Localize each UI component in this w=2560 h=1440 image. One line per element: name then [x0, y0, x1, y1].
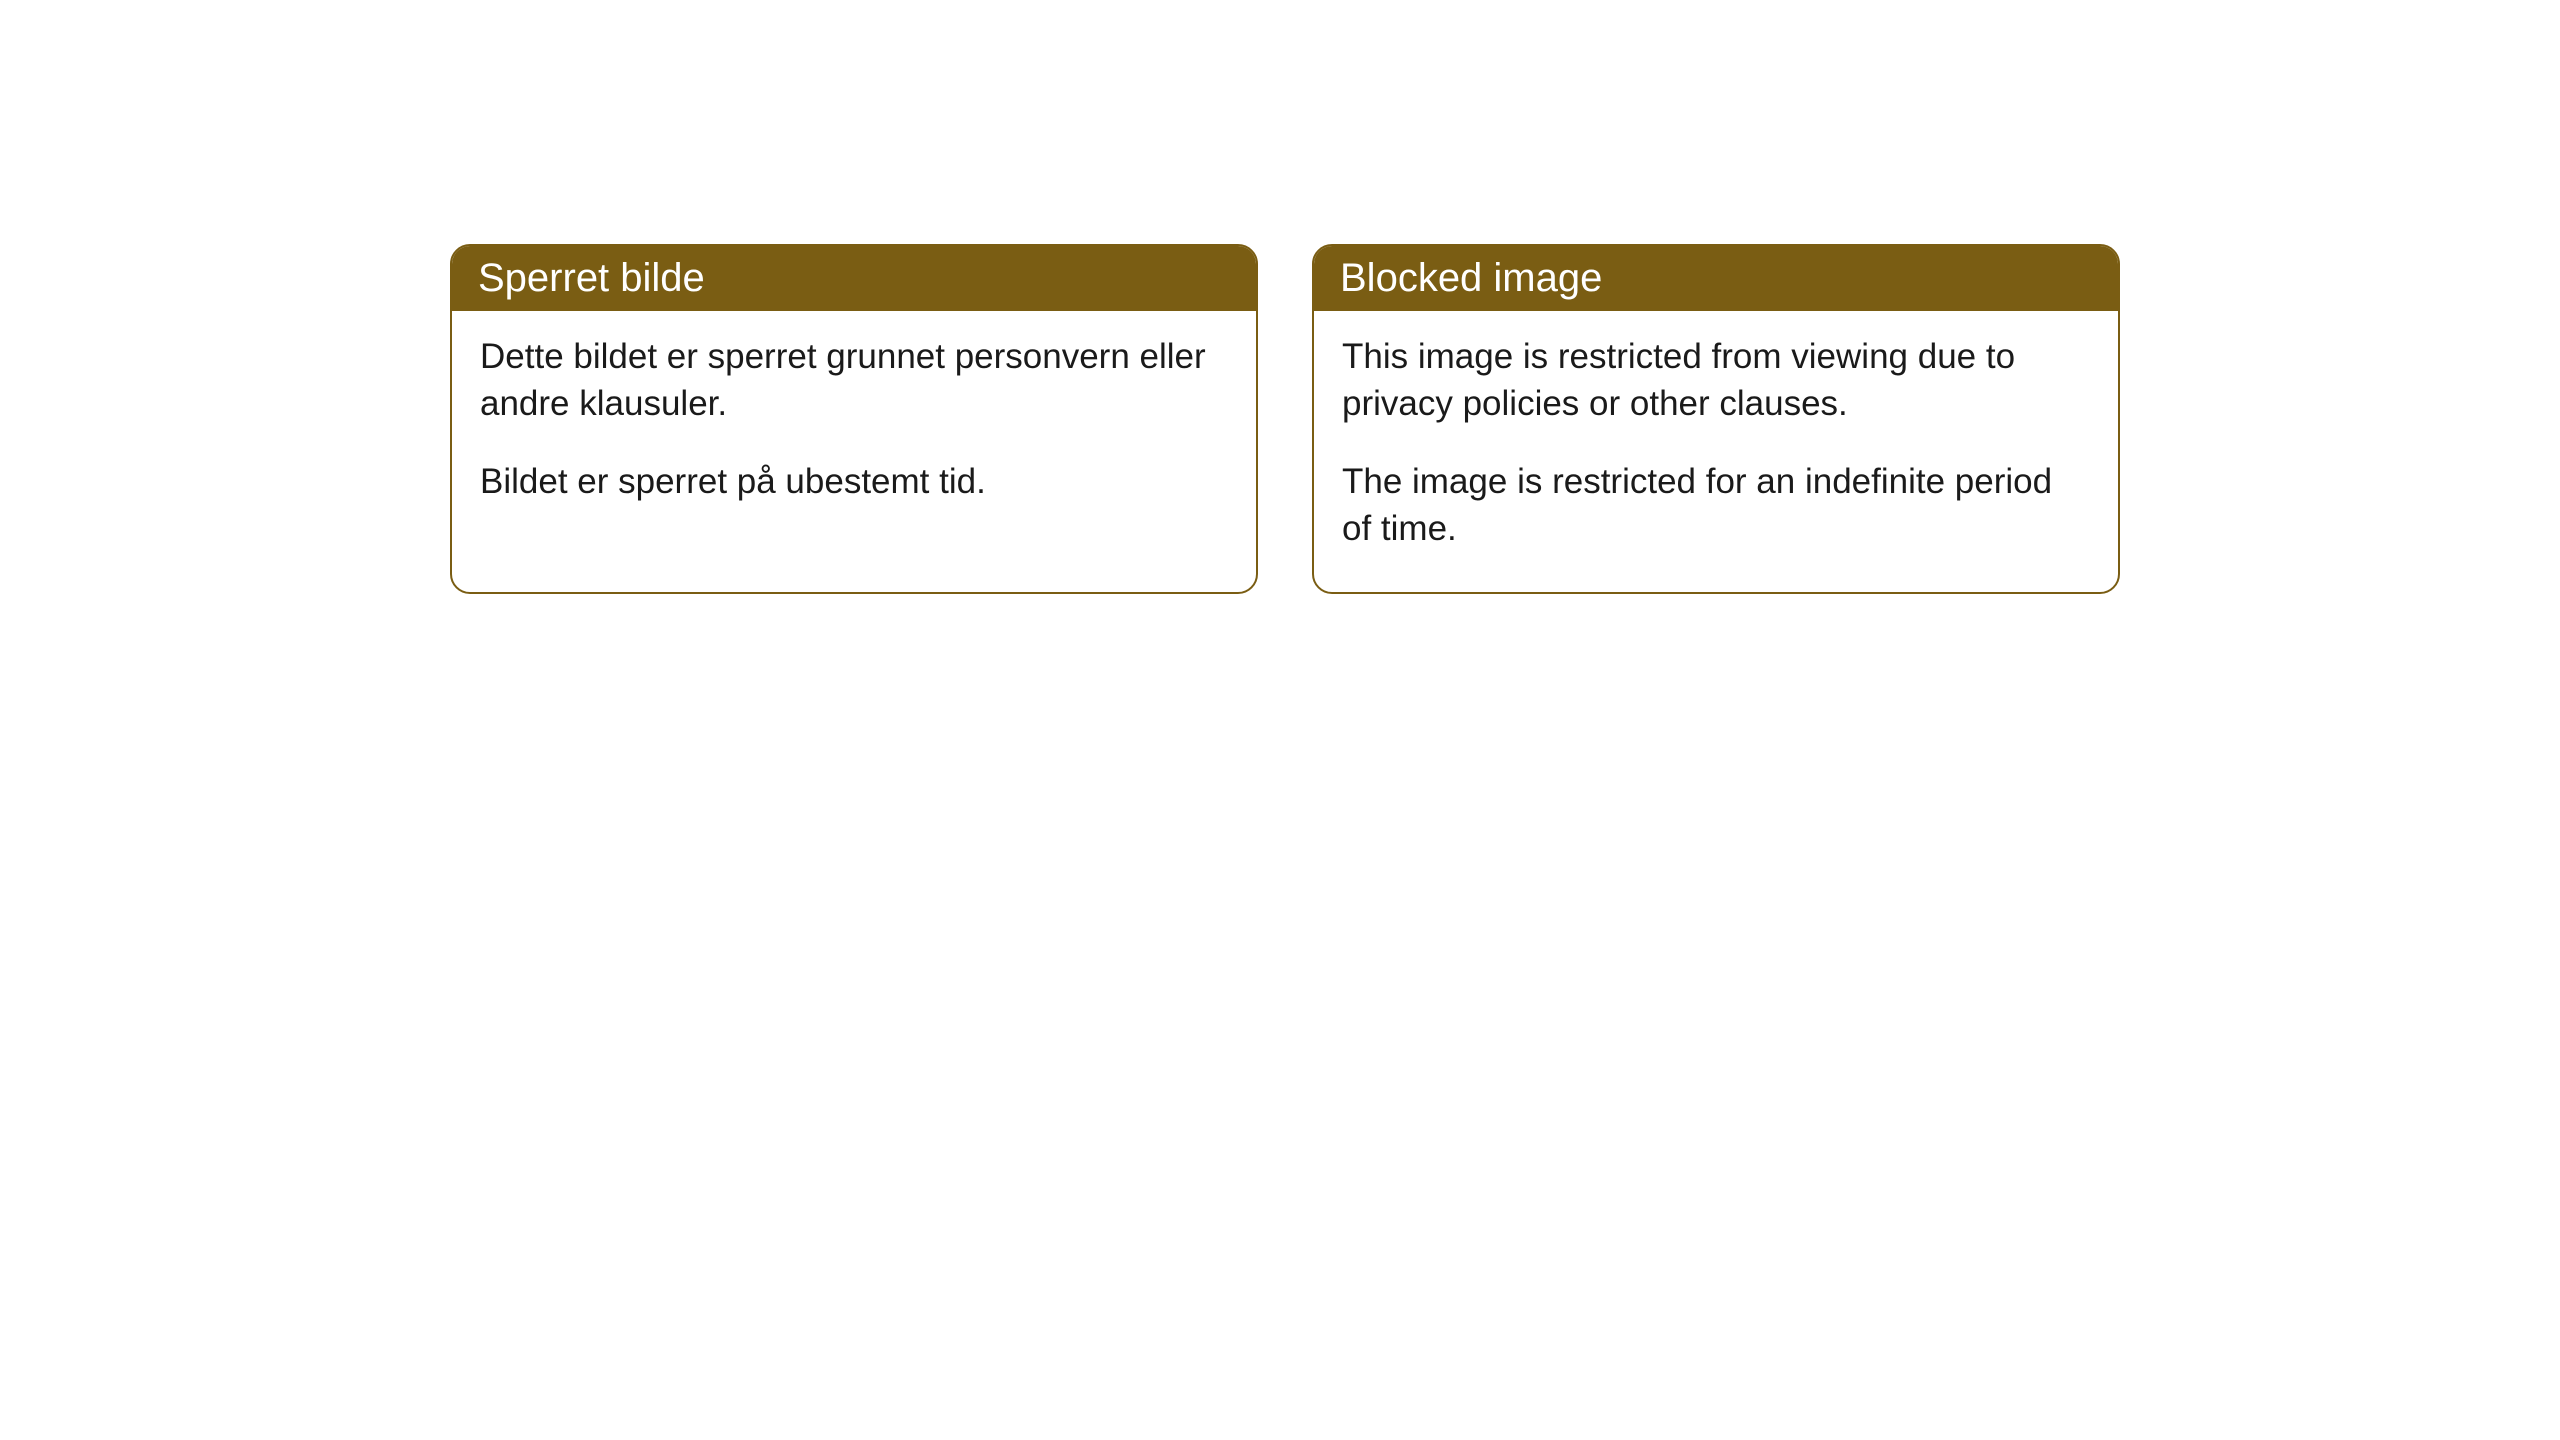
blocked-image-card-english: Blocked image This image is restricted f…	[1312, 244, 2120, 594]
card-paragraph-2-english: The image is restricted for an indefinit…	[1342, 458, 2090, 553]
card-body-english: This image is restricted from viewing du…	[1314, 311, 2118, 592]
card-title-norwegian: Sperret bilde	[478, 256, 705, 300]
card-body-norwegian: Dette bildet er sperret grunnet personve…	[452, 311, 1256, 545]
card-header-english: Blocked image	[1314, 246, 2118, 311]
blocked-image-card-norwegian: Sperret bilde Dette bildet er sperret gr…	[450, 244, 1258, 594]
card-title-english: Blocked image	[1340, 256, 1602, 300]
card-header-norwegian: Sperret bilde	[452, 246, 1256, 311]
notice-cards-container: Sperret bilde Dette bildet er sperret gr…	[450, 244, 2120, 594]
card-paragraph-2-norwegian: Bildet er sperret på ubestemt tid.	[480, 458, 1228, 505]
card-paragraph-1-norwegian: Dette bildet er sperret grunnet personve…	[480, 333, 1228, 428]
card-paragraph-1-english: This image is restricted from viewing du…	[1342, 333, 2090, 428]
